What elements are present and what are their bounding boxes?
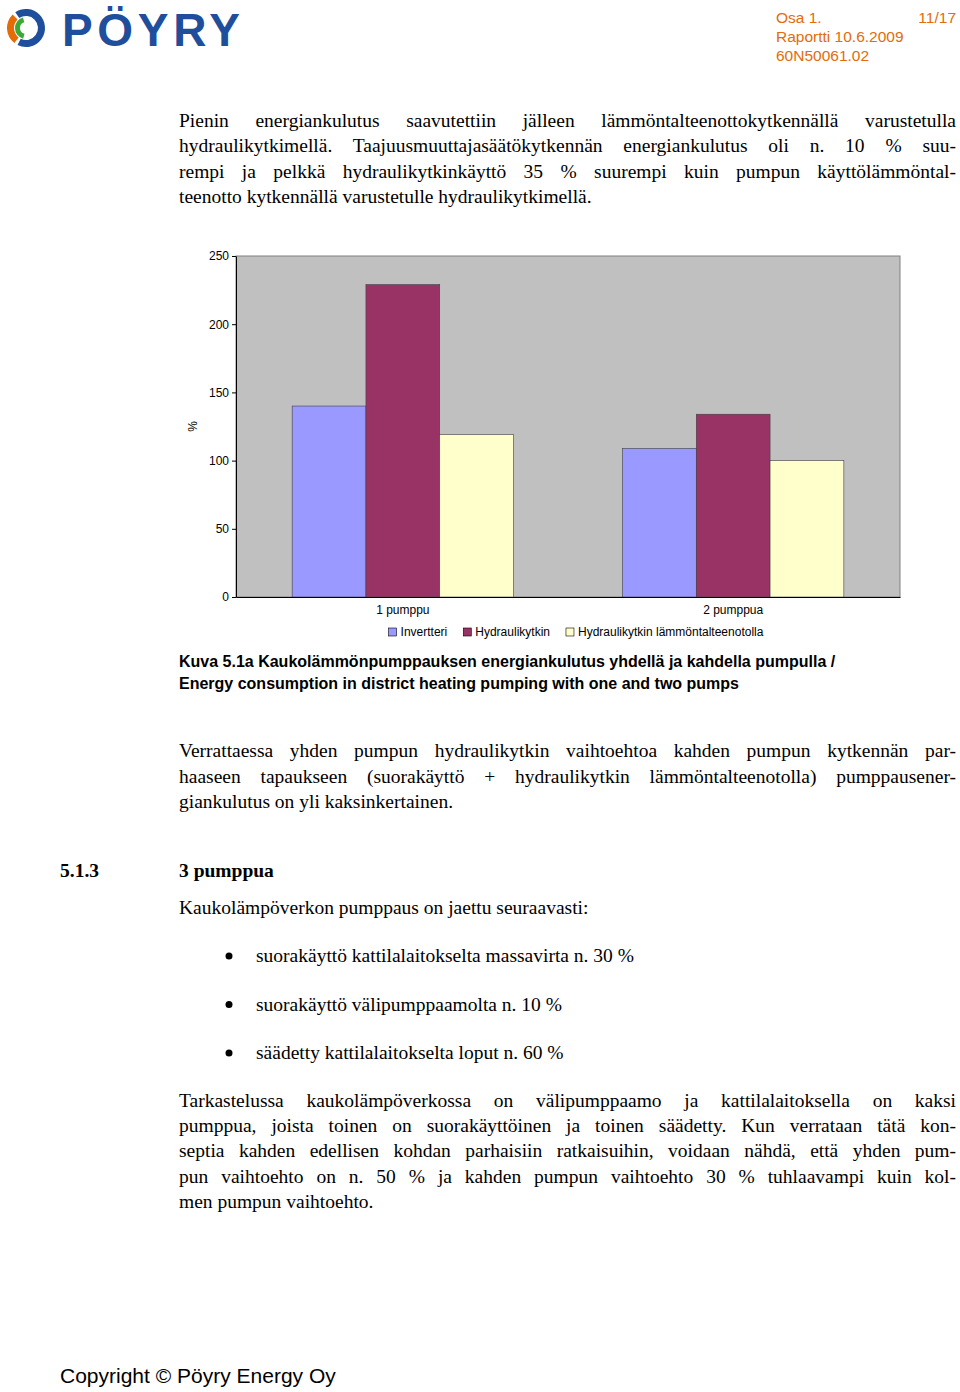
bars [292, 285, 844, 597]
text-line: Verrattaessa yhden pumpun hydraulikytkin… [179, 739, 956, 763]
logo-arc [15, 9, 45, 47]
part: Osa 1. [776, 8, 822, 27]
bullet [226, 953, 233, 960]
tick-mark [232, 256, 236, 257]
legend-swatch [389, 628, 397, 636]
bar [292, 406, 366, 597]
tick-mark [232, 529, 236, 530]
text-line: Pienin energiankulutus saavutettiin jäll… [179, 109, 956, 133]
plot-area [236, 256, 900, 597]
tick-label: 100 [209, 454, 229, 468]
page-graphics: PÖYRY 0 50 100 150 200 250 1 pumppu 2 pumppua% In… [0, 0, 960, 1392]
text-line: giankulutus on yli kaksinkertainen. [179, 790, 956, 814]
tick-label: 2 pumppua [703, 603, 763, 617]
legend-label: Hydraulikytkin [475, 625, 550, 639]
tick-label: 150 [209, 386, 229, 400]
tick-label: 0 [222, 590, 229, 604]
y-tick: 0 [222, 590, 236, 604]
tick-mark [232, 324, 236, 325]
axis-line [236, 257, 237, 598]
logo-arc [7, 15, 19, 43]
legend-swatch [566, 628, 574, 636]
chart: 0 50 100 150 200 250 1 pumppu 2 pumppua% Invertt… [186, 249, 901, 639]
bar [770, 461, 844, 597]
y-tick: 100 [209, 454, 236, 468]
y-tick: 200 [209, 318, 236, 332]
legend-swatch [463, 628, 471, 636]
bar [696, 414, 770, 597]
logo-icon [7, 9, 45, 47]
bar [366, 285, 440, 597]
y-tick: 250 [209, 249, 236, 263]
section-number: 5.1.3 [60, 859, 99, 883]
tick-mark [232, 597, 236, 598]
x-axis: 1 pumppu 2 pumppua [237, 597, 901, 617]
logo-arc [15, 17, 24, 38]
footer: Copyright © Pöyry Energy Oy [60, 1363, 336, 1389]
report-date: Raportti 10.6.2009 [776, 27, 904, 46]
y-axis: 0 50 100 150 200 250 [209, 249, 237, 604]
tick-mark [232, 461, 236, 462]
legend-label: Hydraulikytkin lämmöntalteenotolla [578, 625, 764, 639]
legend: Invertteri Hydraulikytkin Hydraulikytkin l… [389, 625, 764, 639]
text-line: Tarkastelussa kaukolämpöverkossa on väli… [179, 1089, 956, 1113]
text-line: haaseen tapaukseen (suorakäyttö + hydrau… [179, 765, 956, 789]
x-tick: 1 pumppu [376, 597, 429, 617]
x-tick: 2 pumppua [703, 597, 763, 617]
y-tick: 150 [209, 386, 236, 400]
caption-line: Energy consumption in district heating p… [179, 674, 739, 694]
tick-label: 50 [216, 522, 230, 536]
bullet-text: suorakäyttö välipumppaamolta n. 10 % [256, 993, 562, 1017]
report-code: 60N50061.02 [776, 46, 869, 65]
caption-line: Kuva 5.1a Kaukolämmönpumppauksen energia… [179, 652, 835, 672]
page-number: 11/17 [918, 8, 956, 27]
text-line: men pumpun vaihtoehto. [179, 1190, 956, 1214]
section-title: 3 pumppua [179, 859, 274, 883]
legend-label: Invertteri [401, 625, 448, 639]
text-line: teenotto kytkennällä varustetulle hydrau… [179, 185, 956, 209]
bullet [226, 1050, 233, 1057]
bar [623, 448, 697, 597]
tick-label: 200 [209, 318, 229, 332]
legend-item: Hydraulikytkin lämmöntalteenotolla [566, 625, 764, 639]
tick-label: 250 [209, 249, 229, 263]
tick-label: 1 pumppu [376, 603, 429, 617]
bullet-text: suorakäyttö kattilalaitokselta massavirt… [256, 944, 634, 968]
y-axis-title: % [186, 421, 200, 432]
tick-mark [232, 392, 236, 393]
bullet [226, 1001, 233, 1008]
text-line: rempi ja pelkkä hydraulikytkinkäyttö 35 … [179, 160, 956, 184]
text-line: septia kahden edellisen kohdan parhaisii… [179, 1139, 956, 1163]
logo-text: PÖYRY [62, 4, 240, 56]
axis-line [237, 597, 901, 598]
bar [440, 435, 514, 597]
section-lead: Kaukolämpöverkon pumppaus on jaettu seur… [179, 896, 588, 920]
legend-item: Hydraulikytkin [463, 625, 550, 639]
bullet-text: säädetty kattilalaitokselta loput n. 60 … [256, 1041, 564, 1065]
y-tick: 50 [216, 522, 236, 536]
legend-item: Invertteri [389, 625, 448, 639]
text-line: pumppua, joista toinen on suorakäyttöine… [179, 1114, 956, 1138]
text-line: hydraulikytkimellä. Taajuusmuuttajasäätö… [179, 134, 956, 158]
text-line: pun vaihtoehto on n. 50 % ja kahden pump… [179, 1165, 956, 1189]
